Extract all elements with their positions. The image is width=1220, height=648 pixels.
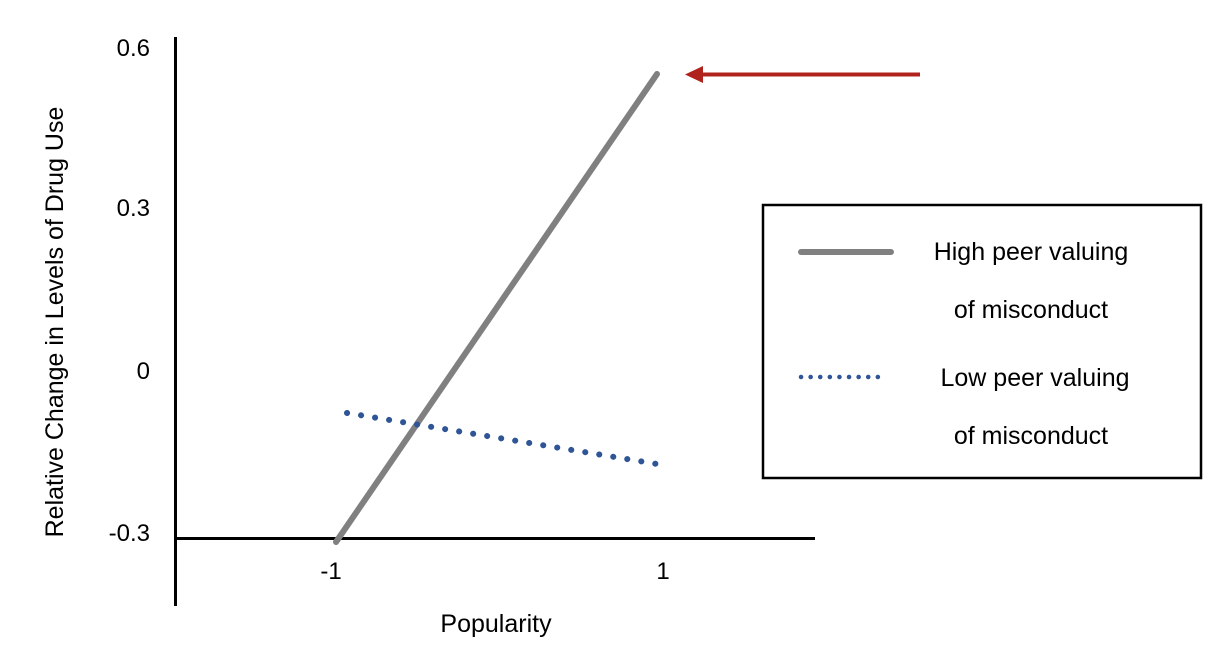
series-line-high-peer-valuing: [333, 71, 660, 545]
x-axis-title: Popularity: [440, 610, 552, 638]
x-tick-label: -1: [320, 558, 341, 585]
legend-label-low-line1: Low peer valuing: [940, 364, 1129, 392]
x-tick-label: 1: [656, 558, 669, 585]
legend-label-high-line2: of misconduct: [954, 296, 1108, 324]
y-tick-label: -0.3: [109, 520, 150, 547]
y-tick-label: 0: [137, 358, 150, 385]
legend-label-high-line1: High peer valuing: [934, 238, 1129, 266]
y-tick-label: 0.6: [117, 35, 150, 62]
y-tick-label: 0.3: [117, 195, 150, 222]
series-line-low-peer-valuing: [344, 410, 660, 467]
legend: High peer valuing of misconduct Low peer…: [761, 203, 1203, 480]
legend-label-low-line2: of misconduct: [954, 422, 1108, 450]
y-axis-title: Relative Change in Levels of Drug Use: [41, 107, 69, 538]
annotation-arrow-icon: [685, 66, 920, 83]
